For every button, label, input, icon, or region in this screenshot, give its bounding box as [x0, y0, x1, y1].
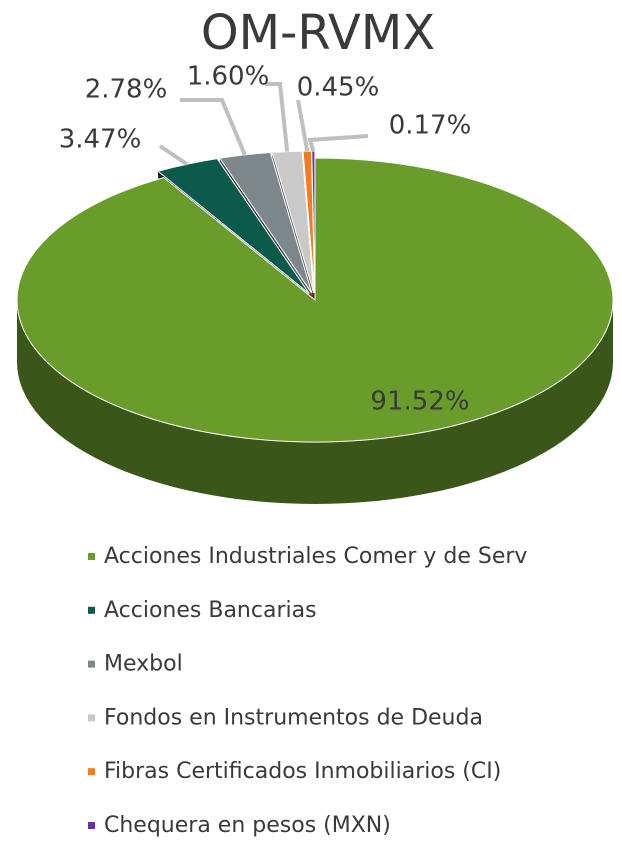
legend-marker: [88, 822, 95, 829]
leader-line: [307, 134, 369, 152]
data-label: 2.78%: [85, 75, 168, 105]
legend-marker: [88, 660, 95, 668]
slice: [16, 157, 614, 443]
legend-label: Acciones Industriales Comer y de Serv: [104, 544, 527, 569]
data-label: 0.17%: [389, 111, 472, 141]
legend-marker: [88, 606, 95, 614]
slice: [156, 158, 310, 295]
slice: [271, 150, 315, 294]
legend-label: Chequera en pesos (MXN): [104, 813, 391, 838]
leader-line: [180, 98, 247, 156]
slice-side: [17, 300, 613, 504]
slice: [218, 152, 313, 294]
data-label: 1.60%: [187, 62, 270, 92]
data-label: 3.47%: [59, 125, 142, 155]
data-label: 0.45%: [297, 73, 380, 103]
data-label: 91.52%: [370, 387, 469, 417]
chart-title: OM-RVMX: [201, 5, 435, 61]
legend-marker: [88, 714, 95, 722]
slice-tops: [16, 150, 614, 443]
legend-label: Acciones Bancarias: [104, 598, 317, 623]
legend-marker: [88, 768, 95, 776]
leader-line: [296, 99, 310, 152]
legend-label: Fondos en Instrumentos de Deuda: [104, 705, 483, 730]
leader-line: [265, 82, 290, 152]
legend-label: Fibras Certificados Inmobiliarios (CI): [104, 759, 501, 784]
legend-marker: [88, 553, 95, 560]
leader-line: [158, 144, 188, 166]
legend-label: Mexbol: [104, 652, 183, 677]
